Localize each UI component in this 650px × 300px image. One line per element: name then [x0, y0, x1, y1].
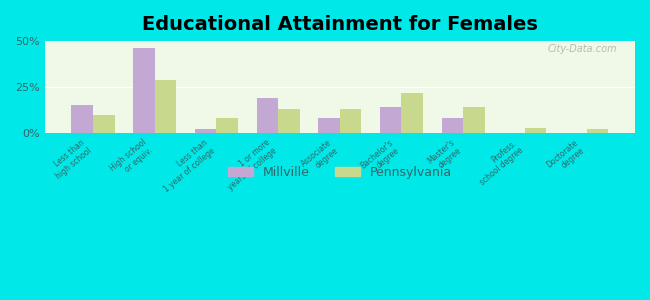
- Bar: [318, 118, 340, 133]
- Bar: [133, 49, 155, 133]
- Bar: [441, 118, 463, 133]
- Bar: [155, 80, 176, 133]
- Bar: [340, 109, 361, 133]
- Bar: [402, 93, 423, 133]
- Bar: [586, 129, 608, 133]
- Bar: [93, 115, 114, 133]
- Bar: [525, 128, 547, 133]
- Bar: [195, 129, 216, 133]
- Bar: [257, 98, 278, 133]
- Legend: Millville, Pennsylvania: Millville, Pennsylvania: [223, 161, 457, 184]
- Bar: [380, 107, 402, 133]
- Bar: [72, 106, 93, 133]
- Title: Educational Attainment for Females: Educational Attainment for Females: [142, 15, 538, 34]
- Bar: [463, 107, 485, 133]
- Text: City-Data.com: City-Data.com: [548, 44, 617, 54]
- Bar: [216, 118, 238, 133]
- Bar: [278, 109, 300, 133]
